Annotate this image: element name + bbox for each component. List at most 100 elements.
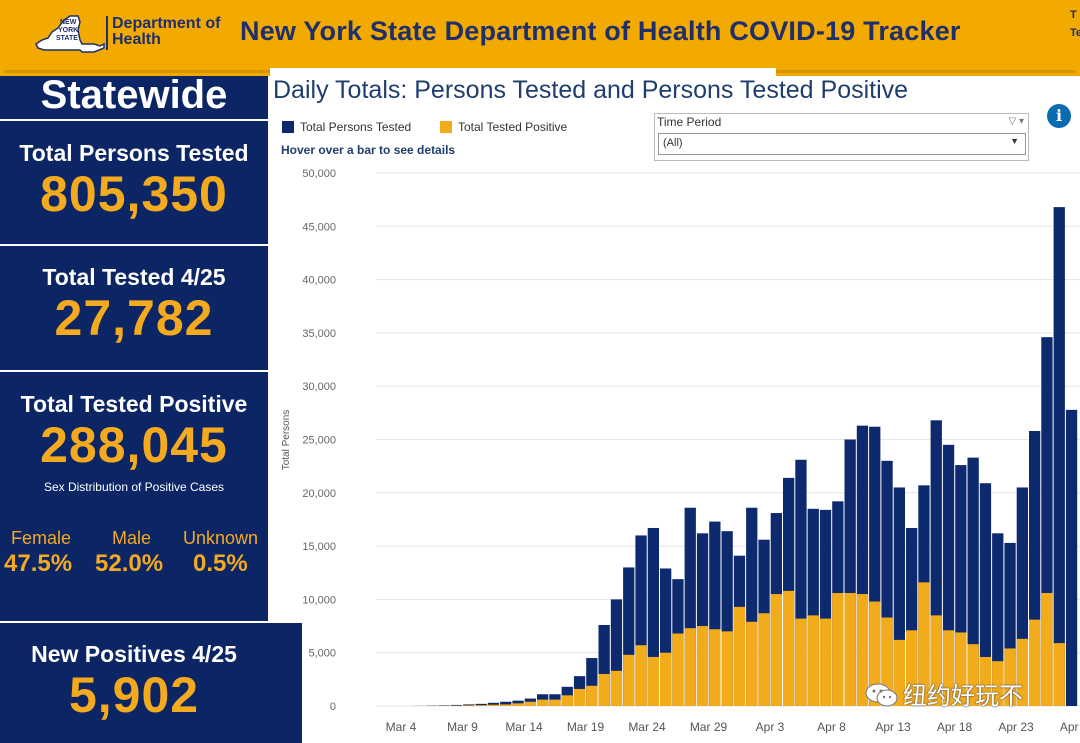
bar-tested[interactable] <box>856 425 869 706</box>
bar-positive[interactable] <box>906 630 918 706</box>
bar-positive[interactable] <box>684 628 696 706</box>
bar-tested[interactable] <box>1053 207 1065 706</box>
bar-tested[interactable] <box>500 701 512 706</box>
bar-tested[interactable] <box>1004 542 1016 706</box>
bar-tested[interactable] <box>1041 337 1053 706</box>
bar-positive[interactable] <box>586 685 598 706</box>
legend-item-tested[interactable]: Total Persons Tested <box>282 120 411 134</box>
bar-tested[interactable] <box>586 658 598 706</box>
time-period-select[interactable]: (All) ▼ <box>658 133 1026 155</box>
bar-tested[interactable] <box>610 599 623 706</box>
bar-positive[interactable] <box>819 618 832 706</box>
bar-positive[interactable] <box>524 701 536 706</box>
bar-tested[interactable] <box>463 704 475 706</box>
bar-positive[interactable] <box>623 654 635 706</box>
bar-positive[interactable] <box>1016 638 1028 706</box>
bar-tested[interactable] <box>906 527 918 706</box>
bar-tested[interactable] <box>512 700 524 706</box>
bar-positive[interactable] <box>475 705 487 706</box>
bar-positive[interactable] <box>1029 619 1041 706</box>
bar-positive[interactable] <box>721 631 733 706</box>
bar-positive[interactable] <box>795 618 807 706</box>
bar-tested[interactable] <box>450 704 463 706</box>
bar-positive[interactable] <box>942 630 955 706</box>
bar-positive[interactable] <box>672 633 684 706</box>
bar-tested[interactable] <box>795 459 807 706</box>
bar-positive[interactable] <box>733 606 746 706</box>
bar-positive[interactable] <box>647 656 659 706</box>
bar-tested[interactable] <box>647 527 659 706</box>
bar-tested[interactable] <box>438 705 450 706</box>
bar-tested[interactable] <box>955 465 967 706</box>
bar-positive[interactable] <box>992 661 1004 706</box>
bar-tested[interactable] <box>844 439 856 707</box>
bar-tested[interactable] <box>930 420 942 706</box>
bar-tested[interactable] <box>709 521 721 706</box>
bar-positive[interactable] <box>561 695 573 706</box>
bar-positive[interactable] <box>1041 593 1053 706</box>
legend-swatch-positive <box>440 121 452 133</box>
bar-tested[interactable] <box>487 702 500 706</box>
bar-tested[interactable] <box>869 426 881 706</box>
bar-positive[interactable] <box>893 639 905 706</box>
bar-tested[interactable] <box>746 507 758 706</box>
bar-positive[interactable] <box>807 615 819 706</box>
header-right-line-2: Te <box>1070 27 1080 39</box>
bar-positive[interactable] <box>660 652 672 706</box>
bar-tested[interactable] <box>807 508 819 706</box>
bar-tested[interactable] <box>1029 430 1041 706</box>
bar-tested[interactable] <box>623 567 635 706</box>
bar-tested[interactable] <box>598 624 610 706</box>
bar-positive[interactable] <box>696 626 709 706</box>
bar-positive[interactable] <box>1053 643 1065 706</box>
bar-tested[interactable] <box>967 457 979 706</box>
bar-tested[interactable] <box>696 533 709 706</box>
bar-positive[interactable] <box>598 674 610 706</box>
bar-tested[interactable] <box>992 533 1004 706</box>
info-icon[interactable]: i <box>1047 104 1071 128</box>
bar-positive[interactable] <box>635 645 647 706</box>
bar-positive[interactable] <box>979 656 992 706</box>
bar-positive[interactable] <box>918 582 930 706</box>
bar-tested[interactable] <box>893 487 905 706</box>
bar-positive[interactable] <box>512 703 524 706</box>
bar-tested[interactable] <box>1016 487 1028 706</box>
bar-positive[interactable] <box>500 704 512 706</box>
x-tick-label: Apr 13 <box>875 720 911 734</box>
y-tick-label: 50,000 <box>302 168 336 180</box>
bar-positive[interactable] <box>549 699 561 706</box>
bar-positive[interactable] <box>573 688 586 706</box>
bar-positive[interactable] <box>881 617 893 706</box>
bar-positive[interactable] <box>770 594 782 706</box>
bar-tested[interactable] <box>660 568 672 706</box>
bar-positive[interactable] <box>967 644 979 706</box>
bar-tested[interactable] <box>635 535 647 706</box>
bar-tested[interactable] <box>721 531 733 706</box>
bar-positive[interactable] <box>783 590 795 706</box>
bar-tested[interactable] <box>942 444 955 706</box>
bar-positive[interactable] <box>758 613 770 706</box>
bar-positive[interactable] <box>930 615 942 706</box>
filter-funnel-icon[interactable]: ▽ ▾ <box>1008 116 1025 127</box>
bar-positive[interactable] <box>746 621 758 706</box>
bar-positive[interactable] <box>832 593 844 706</box>
bar-positive[interactable] <box>610 670 623 706</box>
bar-positive[interactable] <box>487 704 500 706</box>
bar-tested[interactable] <box>684 507 696 706</box>
bar-positive[interactable] <box>463 705 475 706</box>
bar-positive[interactable] <box>955 632 967 706</box>
nys-doh-logo[interactable]: NEW YORK STATE Department of Health <box>34 14 224 54</box>
bar-positive[interactable] <box>709 629 721 706</box>
bar-tested[interactable] <box>979 483 992 706</box>
bar-tested[interactable] <box>475 703 487 706</box>
bar-positive[interactable] <box>856 594 869 706</box>
bar-positive[interactable] <box>869 601 881 706</box>
legend-item-positive[interactable]: Total Tested Positive <box>440 120 567 134</box>
bar-tested[interactable] <box>1065 409 1078 706</box>
bar-positive[interactable] <box>1004 648 1016 706</box>
bar-positive[interactable] <box>537 699 549 706</box>
bar-tested[interactable] <box>881 460 893 706</box>
bar-positive[interactable] <box>844 593 856 706</box>
bar-tested[interactable] <box>819 509 832 706</box>
header-right-fragment[interactable]: T Te <box>1070 6 1080 42</box>
